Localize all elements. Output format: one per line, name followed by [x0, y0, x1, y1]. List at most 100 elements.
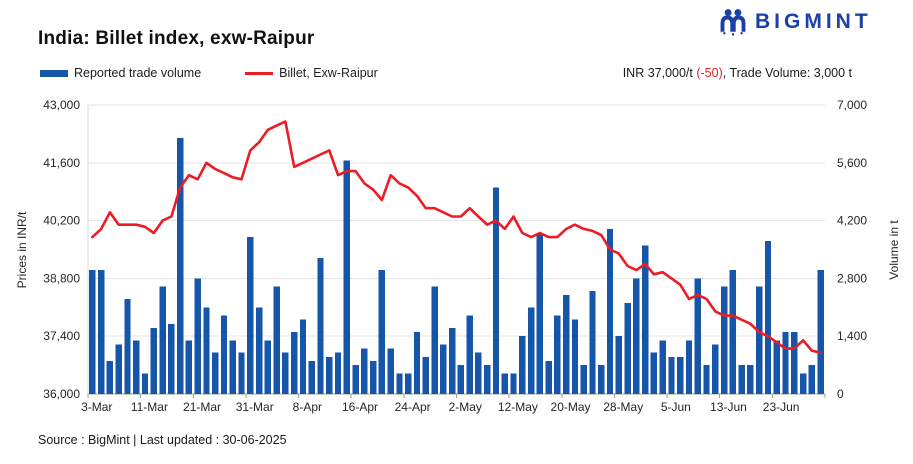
right-axis-tick: 0 [837, 387, 844, 401]
volume-bar [124, 299, 131, 394]
volume-bar [115, 344, 122, 394]
volume-bar [194, 278, 201, 394]
bigmint-logo-icon [718, 7, 748, 37]
volume-bar [466, 315, 473, 394]
volume-bar [343, 160, 351, 394]
volume-bar [606, 228, 614, 394]
left-axis-tick: 43,000 [43, 98, 80, 112]
volume-bar [536, 232, 544, 394]
volume-bar [571, 319, 579, 394]
right-axis-tick: 4,200 [837, 214, 867, 228]
volume-bar [756, 286, 763, 394]
volume-bar [519, 336, 526, 394]
bigmint-logo: BIGMINT [718, 7, 872, 37]
volume-bar [659, 340, 666, 394]
volume-bar [817, 270, 824, 394]
volume-bar [133, 340, 140, 394]
volume-bar [448, 327, 456, 394]
volume-bar [677, 356, 684, 394]
x-axis-label: 8-Apr [293, 400, 322, 414]
volume-bar [299, 319, 307, 394]
price-legend-label: Billet, Exw-Raipur [279, 66, 378, 80]
volume-bar [747, 365, 754, 394]
volume-bar [203, 307, 210, 394]
annotation-volume: , Trade Volume: 3,000 t [722, 66, 852, 80]
volume-bar [247, 237, 254, 394]
volume-bar [422, 356, 429, 394]
x-axis-label: 23-Jun [763, 400, 800, 414]
x-axis-label: 13-Jun [710, 400, 747, 414]
x-axis-label: 24-Apr [395, 400, 431, 414]
left-axis-tick: 40,200 [43, 214, 80, 228]
volume-bar [457, 365, 465, 394]
volume-legend-swatch [40, 69, 68, 77]
volume-bar [352, 365, 359, 394]
x-axis-label: 21-Mar [183, 400, 221, 414]
volume-bar [703, 365, 710, 394]
volume-bar [589, 290, 596, 394]
volume-bar [773, 340, 780, 394]
x-axis-label: 5-Jun [661, 400, 691, 414]
volume-bar [238, 352, 245, 394]
volume-bar [378, 270, 386, 394]
volume-bar [255, 307, 263, 394]
volume-bar [808, 365, 816, 394]
volume-bar [615, 336, 623, 394]
volume-bar [650, 352, 658, 394]
volume-bar [168, 323, 175, 394]
volume-bar [527, 307, 535, 394]
annotation-change: (-50) [696, 66, 723, 80]
volume-bar [440, 344, 447, 394]
volume-bar [369, 360, 377, 394]
volume-bar [290, 332, 298, 394]
left-axis-tick: 41,600 [43, 156, 80, 170]
volume-bar [282, 352, 289, 394]
volume-bar [273, 286, 280, 394]
volume-bar [545, 360, 552, 394]
volume-bar [764, 241, 772, 394]
left-axis-tick: 38,800 [43, 271, 80, 285]
volume-bar [799, 373, 807, 394]
price-line [91, 120, 822, 355]
volume-bar [229, 340, 236, 394]
volume-bar [185, 340, 193, 394]
volume-bar [782, 332, 789, 394]
volume-bar [492, 187, 500, 394]
volume-bar [387, 348, 394, 394]
volume-bar [562, 294, 570, 394]
brand-name: BIGMINT [755, 10, 872, 33]
volume-bar [738, 365, 745, 394]
volume-bar [685, 340, 693, 394]
volume-bar [729, 270, 737, 394]
volume-bar [264, 340, 272, 394]
x-axis-label: 11-Mar [131, 400, 168, 414]
volume-bar [317, 257, 324, 394]
volume-bar [501, 373, 508, 394]
chart-legend: Reported trade volume Billet, Exw-Raipur [40, 66, 378, 80]
x-axis-label: 28-May [603, 400, 643, 414]
right-axis-tick: 5,600 [837, 156, 867, 170]
volume-bar [633, 278, 640, 394]
volume-bar [308, 360, 315, 394]
volume-bar [712, 344, 719, 394]
volume-bar [624, 303, 631, 394]
volume-bar [598, 365, 605, 394]
volume-bar [141, 373, 149, 394]
volume-bar [791, 332, 798, 394]
volume-bar [89, 270, 96, 394]
volume-bar [484, 365, 491, 394]
volume-bar [334, 352, 342, 394]
source-note: Source : BigMint | Last updated : 30-06-… [38, 433, 287, 447]
volume-bar [668, 356, 675, 394]
price-legend-swatch [245, 71, 274, 75]
volume-bar [720, 286, 728, 394]
volume-bar [150, 327, 157, 394]
x-axis-label: 3-Mar [81, 400, 112, 414]
x-axis-label: 16-Apr [342, 400, 378, 414]
x-axis-label: 20-May [551, 400, 591, 414]
volume-bar [159, 286, 166, 394]
x-axis-label: 12-May [498, 400, 538, 414]
right-axis-tick: 7,000 [837, 98, 867, 112]
right-axis-tick: 2,800 [837, 271, 867, 285]
volume-bar [361, 348, 368, 394]
